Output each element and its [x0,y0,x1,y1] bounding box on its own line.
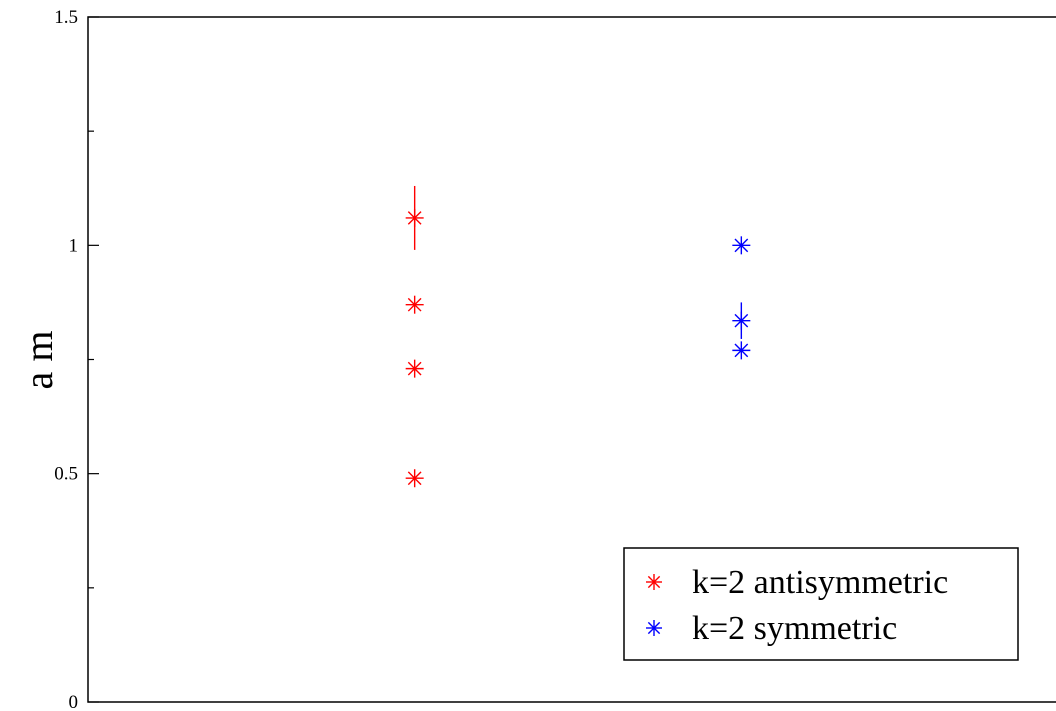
y-tick-label: 0 [69,692,79,711]
legend-entries: k=2 antisymmetric k=2 symmetric [646,564,948,647]
legend: k=2 antisymmetric k=2 symmetric [623,547,1019,661]
legend-label: k=2 symmetric [692,610,897,647]
data-point [405,359,424,378]
data-point [405,208,424,227]
y-axis-label: a m [16,331,61,390]
y-axis-tick-labels: 0 0.5 1 1.5 [54,7,78,711]
data-point [405,295,424,314]
y-tick-label: 1.5 [54,7,78,28]
series-layer [405,185,751,488]
data-point [732,311,751,330]
data-point [405,469,424,488]
legend-marker [646,620,662,636]
legend-marker [646,574,662,590]
y-axis-ticks [88,16,99,703]
y-tick-label: 0.5 [54,464,78,485]
data-point [732,341,751,360]
data-point [732,236,751,255]
legend-box [623,547,1019,661]
legend-label: k=2 antisymmetric [692,564,948,601]
y-tick-label: 1 [69,235,79,256]
